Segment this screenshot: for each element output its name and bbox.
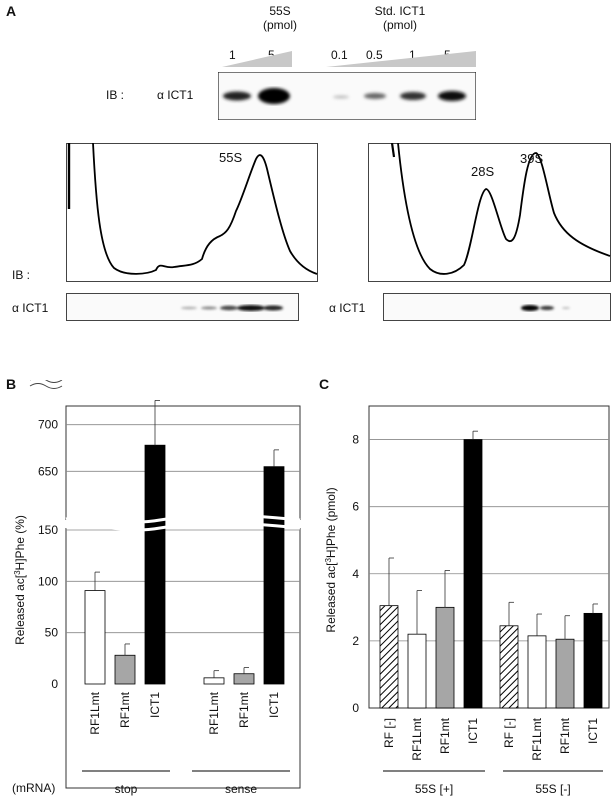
chart-c-category-label: RF1Lmt xyxy=(530,717,544,760)
panel-a-letter: A xyxy=(6,3,17,19)
panel-c-letter: C xyxy=(319,376,330,392)
std-header-line2: (pmol) xyxy=(382,18,417,32)
chart-b-bar xyxy=(114,654,136,685)
ib-label-bottom: IB : xyxy=(12,268,31,282)
sample-amount-1: 1 xyxy=(229,48,236,62)
chart-c-bar xyxy=(583,612,603,709)
sample-header-line1: 55S xyxy=(269,4,291,18)
chart-b-category-label: ICT1 xyxy=(148,692,162,718)
chart-b-bar xyxy=(84,590,106,685)
chart-b-break-line xyxy=(65,513,301,532)
chart-b-category-label: RF1mt xyxy=(118,691,132,728)
std-amount-0-5: 0.5 xyxy=(366,48,383,62)
profile-28s-39s-trace xyxy=(397,143,611,275)
band-std-1 xyxy=(400,92,426,100)
sample-header: 55S (pmol) xyxy=(245,4,315,32)
blot-left-band-4 xyxy=(237,305,265,311)
chart-c-ytick: 6 xyxy=(352,500,359,514)
band-55s-5 xyxy=(258,88,290,104)
chart-c-bar xyxy=(463,439,483,709)
profile-28s-39s-spike xyxy=(390,143,396,158)
std-amount-1: 1 xyxy=(409,48,416,62)
chart-c-bar xyxy=(407,633,427,709)
chart-b-ytick: 150 xyxy=(38,523,58,537)
peak-label-28s: 28S xyxy=(471,164,494,179)
chart-c-category-label: RF1mt xyxy=(438,717,452,754)
ib-label-top: IB : xyxy=(106,88,125,102)
profile-55s-trace xyxy=(92,143,318,275)
chart-b-category-label: RF1Lmt xyxy=(88,691,102,734)
blot-label-right: α ICT1 xyxy=(329,301,366,315)
chart-c-bar xyxy=(499,625,519,709)
blot-right-band-2 xyxy=(540,306,554,310)
band-std-5 xyxy=(438,91,466,101)
chart-c-bar xyxy=(435,606,455,709)
blot-left-band-5 xyxy=(263,305,283,311)
sample-wedge xyxy=(222,51,292,67)
band-std-0-1 xyxy=(333,95,349,99)
chart-c: 0 2 4 6 8 Released ac[3H]Phe (pmol) RF [-] RF… xyxy=(324,405,610,796)
chart-b-bar xyxy=(263,466,285,685)
chart-b-bar xyxy=(144,444,166,685)
blot-label-top: α ICT1 xyxy=(157,88,194,102)
chart-b-bar xyxy=(233,673,255,685)
chart-b-ytick: 100 xyxy=(38,574,58,588)
western-blot-right xyxy=(383,293,611,321)
sample-amount-5: 5 xyxy=(268,48,275,62)
chart-b-ytick: 50 xyxy=(45,626,59,640)
chart-b-ytick: 0 xyxy=(51,677,58,691)
blot-left-band-2 xyxy=(201,306,217,310)
chart-c-ylabel: Released ac[3H]Phe (pmol) xyxy=(324,487,339,632)
chart-c-group-label: 55S [+] xyxy=(415,782,453,796)
chart-b-ylabel: Released ac[3H]Phe (%) xyxy=(13,515,28,645)
mrna-row-label: (mRNA) xyxy=(12,781,55,795)
std-wedge xyxy=(326,51,476,67)
axis-break-left xyxy=(29,380,63,389)
std-header: Std. ICT1 (pmol) xyxy=(350,4,450,32)
blot-left-band-3 xyxy=(220,305,238,311)
chart-c-category-label: RF [-] xyxy=(382,718,396,748)
chart-c-ytick: 4 xyxy=(352,567,359,581)
blot-right-band-1 xyxy=(521,305,539,311)
chart-c-category-label: RF1Lmt xyxy=(410,717,424,760)
std-header-line1: Std. ICT1 xyxy=(374,4,426,18)
std-amount-0-1: 0.1 xyxy=(331,48,348,62)
chart-b-category-label: RF1Lmt xyxy=(207,691,221,734)
chart-c-ytick: 8 xyxy=(352,433,359,447)
chart-b-group-label: sense xyxy=(225,782,257,796)
profile-55s: 55S xyxy=(66,143,318,282)
panel-b-letter: B xyxy=(6,376,17,392)
chart-b-ytick: 650 xyxy=(38,464,58,478)
chart-c-category-label: RF [-] xyxy=(502,718,516,748)
peak-label-39s: 39S xyxy=(520,151,543,166)
blot-left-band-1 xyxy=(181,306,197,310)
band-55s-1 xyxy=(223,91,251,101)
chart-b-category-label: RF1mt xyxy=(237,691,251,728)
chart-c-category-label: ICT1 xyxy=(586,718,600,744)
chart-c-category-label: RF1mt xyxy=(558,717,572,754)
blot-label-left: α ICT1 xyxy=(12,301,49,315)
chart-b: 0 50 100 150 650 700 Released ac[3H]Phe (%) R… xyxy=(12,380,301,796)
amount-wedges xyxy=(222,51,476,67)
chart-c-bar xyxy=(555,638,575,709)
sample-header-line2: (pmol) xyxy=(262,18,297,32)
chart-c-group-label: 55S [-] xyxy=(535,782,570,796)
chart-b-bar xyxy=(203,677,225,685)
band-std-0-5 xyxy=(364,93,386,99)
chart-b-ytick: 700 xyxy=(38,418,58,432)
western-blot-left xyxy=(66,293,299,321)
chart-c-category-label: ICT1 xyxy=(466,718,480,744)
chart-c-bar xyxy=(527,635,547,709)
western-blot-top xyxy=(218,72,476,120)
chart-c-ytick: 0 xyxy=(352,701,359,715)
chart-c-ytick: 2 xyxy=(352,634,359,648)
chart-b-group-label: stop xyxy=(115,782,138,796)
chart-b-category-label: ICT1 xyxy=(267,692,281,718)
profile-55s-peak-label: 55S xyxy=(219,150,242,165)
profile-28s-39s: 28S 39S xyxy=(368,143,611,282)
blot-right-band-3 xyxy=(562,307,570,309)
chart-c-bar xyxy=(379,605,399,709)
